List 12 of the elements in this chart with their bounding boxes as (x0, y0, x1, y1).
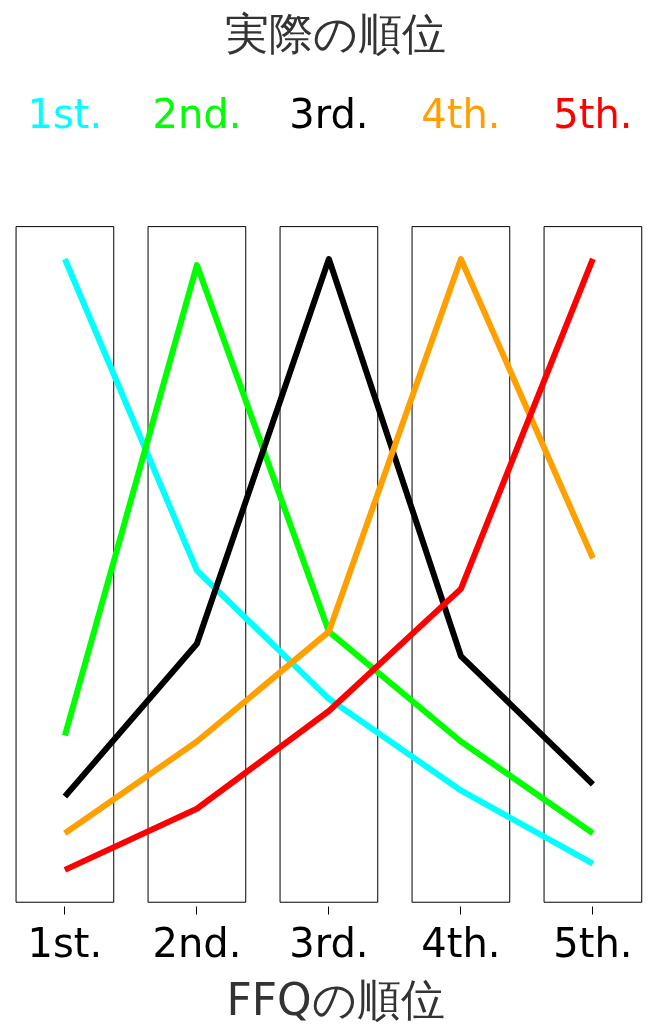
text: 3rd. (289, 90, 369, 137)
text: 5th. (553, 90, 633, 137)
text: 1st. (27, 90, 103, 137)
x-tick-label: 1st. (27, 919, 103, 966)
x-tick-label: 5th. (553, 919, 633, 966)
x-tick-label: 4th. (421, 919, 501, 966)
x-tick-label: 3rd. (289, 919, 369, 966)
x-tick-label: 2nd. (152, 919, 242, 966)
chart-title: 実際の順位 (225, 7, 446, 59)
text: 2nd. (152, 90, 242, 137)
x-axis-title: FFQの順位 (226, 973, 445, 1025)
text: 4th. (421, 90, 501, 137)
